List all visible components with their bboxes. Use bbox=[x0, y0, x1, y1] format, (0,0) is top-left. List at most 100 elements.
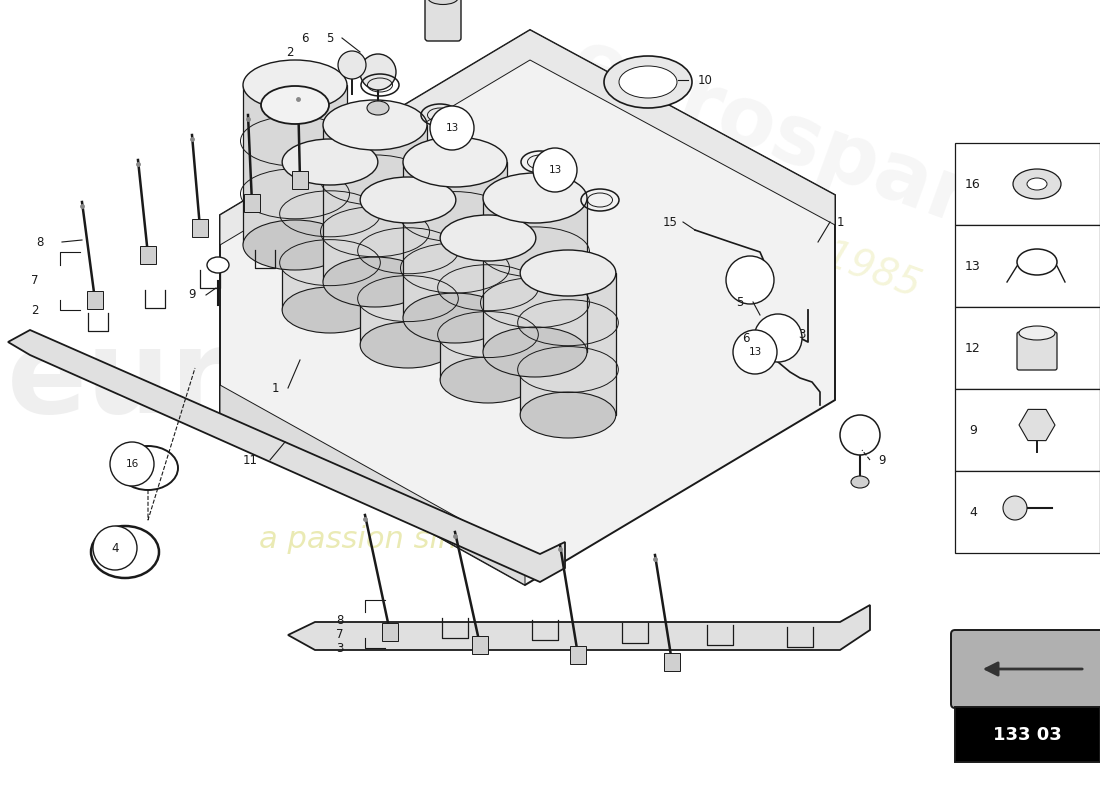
Text: 10: 10 bbox=[697, 74, 713, 86]
FancyBboxPatch shape bbox=[955, 707, 1100, 762]
Text: 2: 2 bbox=[286, 46, 294, 58]
Circle shape bbox=[1003, 496, 1027, 520]
Text: 13: 13 bbox=[748, 347, 761, 357]
Text: 6: 6 bbox=[742, 331, 750, 345]
Ellipse shape bbox=[1019, 326, 1055, 340]
Circle shape bbox=[430, 106, 474, 150]
FancyBboxPatch shape bbox=[192, 219, 208, 237]
Text: 6: 6 bbox=[301, 31, 309, 45]
Circle shape bbox=[360, 54, 396, 90]
FancyBboxPatch shape bbox=[955, 471, 1100, 553]
Polygon shape bbox=[283, 162, 377, 310]
Ellipse shape bbox=[1013, 169, 1062, 199]
Text: 133 03: 133 03 bbox=[993, 726, 1062, 744]
Ellipse shape bbox=[619, 66, 676, 98]
Ellipse shape bbox=[403, 293, 507, 343]
Ellipse shape bbox=[440, 357, 536, 403]
FancyBboxPatch shape bbox=[425, 0, 461, 41]
Text: 2: 2 bbox=[31, 303, 38, 317]
Text: 4: 4 bbox=[969, 506, 977, 518]
Text: 3: 3 bbox=[337, 642, 343, 654]
Ellipse shape bbox=[323, 100, 427, 150]
FancyBboxPatch shape bbox=[955, 307, 1100, 389]
Ellipse shape bbox=[520, 250, 616, 296]
Text: 7: 7 bbox=[31, 274, 38, 286]
FancyBboxPatch shape bbox=[244, 194, 260, 212]
Text: 8: 8 bbox=[36, 235, 44, 249]
Ellipse shape bbox=[360, 177, 455, 223]
Ellipse shape bbox=[403, 137, 507, 187]
Ellipse shape bbox=[1027, 178, 1047, 190]
Circle shape bbox=[840, 415, 880, 455]
Ellipse shape bbox=[428, 0, 458, 5]
Text: 1: 1 bbox=[272, 382, 278, 394]
Ellipse shape bbox=[283, 139, 377, 185]
Polygon shape bbox=[220, 30, 835, 245]
FancyBboxPatch shape bbox=[472, 636, 488, 654]
Ellipse shape bbox=[367, 101, 389, 115]
Text: eurospares: eurospares bbox=[7, 322, 754, 438]
FancyBboxPatch shape bbox=[952, 630, 1100, 708]
Polygon shape bbox=[288, 605, 870, 650]
Polygon shape bbox=[483, 198, 587, 352]
FancyBboxPatch shape bbox=[955, 143, 1100, 225]
Text: 16: 16 bbox=[125, 459, 139, 469]
Ellipse shape bbox=[483, 173, 587, 223]
Text: 1: 1 bbox=[836, 215, 844, 229]
Polygon shape bbox=[243, 85, 346, 245]
Ellipse shape bbox=[261, 86, 329, 124]
Ellipse shape bbox=[283, 287, 377, 333]
Ellipse shape bbox=[360, 322, 455, 368]
FancyBboxPatch shape bbox=[382, 623, 398, 641]
Ellipse shape bbox=[243, 220, 346, 270]
Ellipse shape bbox=[323, 257, 427, 307]
Ellipse shape bbox=[243, 60, 346, 110]
Text: 16: 16 bbox=[965, 178, 981, 190]
Text: 5: 5 bbox=[736, 295, 744, 309]
Text: 13: 13 bbox=[549, 165, 562, 175]
Text: 8: 8 bbox=[337, 614, 343, 626]
Text: 9: 9 bbox=[188, 289, 196, 302]
Text: 13: 13 bbox=[446, 123, 459, 133]
Text: 4: 4 bbox=[111, 542, 119, 554]
Circle shape bbox=[754, 314, 802, 362]
Text: 13: 13 bbox=[965, 259, 981, 273]
Circle shape bbox=[94, 526, 138, 570]
Circle shape bbox=[733, 330, 777, 374]
Text: 11: 11 bbox=[242, 454, 257, 466]
Text: 12: 12 bbox=[965, 342, 981, 354]
Circle shape bbox=[534, 148, 578, 192]
Ellipse shape bbox=[851, 476, 869, 488]
Circle shape bbox=[110, 442, 154, 486]
Text: 7: 7 bbox=[337, 629, 343, 642]
Ellipse shape bbox=[483, 327, 587, 377]
Polygon shape bbox=[360, 200, 455, 345]
FancyBboxPatch shape bbox=[292, 171, 308, 189]
Text: 5: 5 bbox=[327, 31, 333, 45]
Text: 15: 15 bbox=[662, 215, 678, 229]
Text: eurospares: eurospares bbox=[558, 22, 1081, 278]
FancyBboxPatch shape bbox=[1018, 332, 1057, 370]
FancyBboxPatch shape bbox=[140, 246, 156, 264]
Circle shape bbox=[338, 51, 366, 79]
Polygon shape bbox=[8, 330, 565, 582]
Text: 9: 9 bbox=[969, 423, 977, 437]
Polygon shape bbox=[403, 162, 507, 318]
FancyBboxPatch shape bbox=[570, 646, 586, 664]
Ellipse shape bbox=[520, 392, 616, 438]
Polygon shape bbox=[520, 273, 616, 415]
Ellipse shape bbox=[604, 56, 692, 108]
Ellipse shape bbox=[440, 215, 536, 261]
Polygon shape bbox=[440, 238, 536, 380]
Polygon shape bbox=[323, 125, 427, 282]
Circle shape bbox=[726, 256, 774, 304]
FancyBboxPatch shape bbox=[87, 291, 103, 309]
Text: a passion since 1985: a passion since 1985 bbox=[260, 526, 581, 554]
Ellipse shape bbox=[207, 257, 229, 273]
Polygon shape bbox=[220, 30, 835, 585]
FancyBboxPatch shape bbox=[955, 389, 1100, 471]
Polygon shape bbox=[220, 385, 525, 585]
Text: since 1985: since 1985 bbox=[714, 196, 926, 304]
Text: 3: 3 bbox=[799, 329, 805, 342]
Text: 9: 9 bbox=[878, 454, 886, 466]
